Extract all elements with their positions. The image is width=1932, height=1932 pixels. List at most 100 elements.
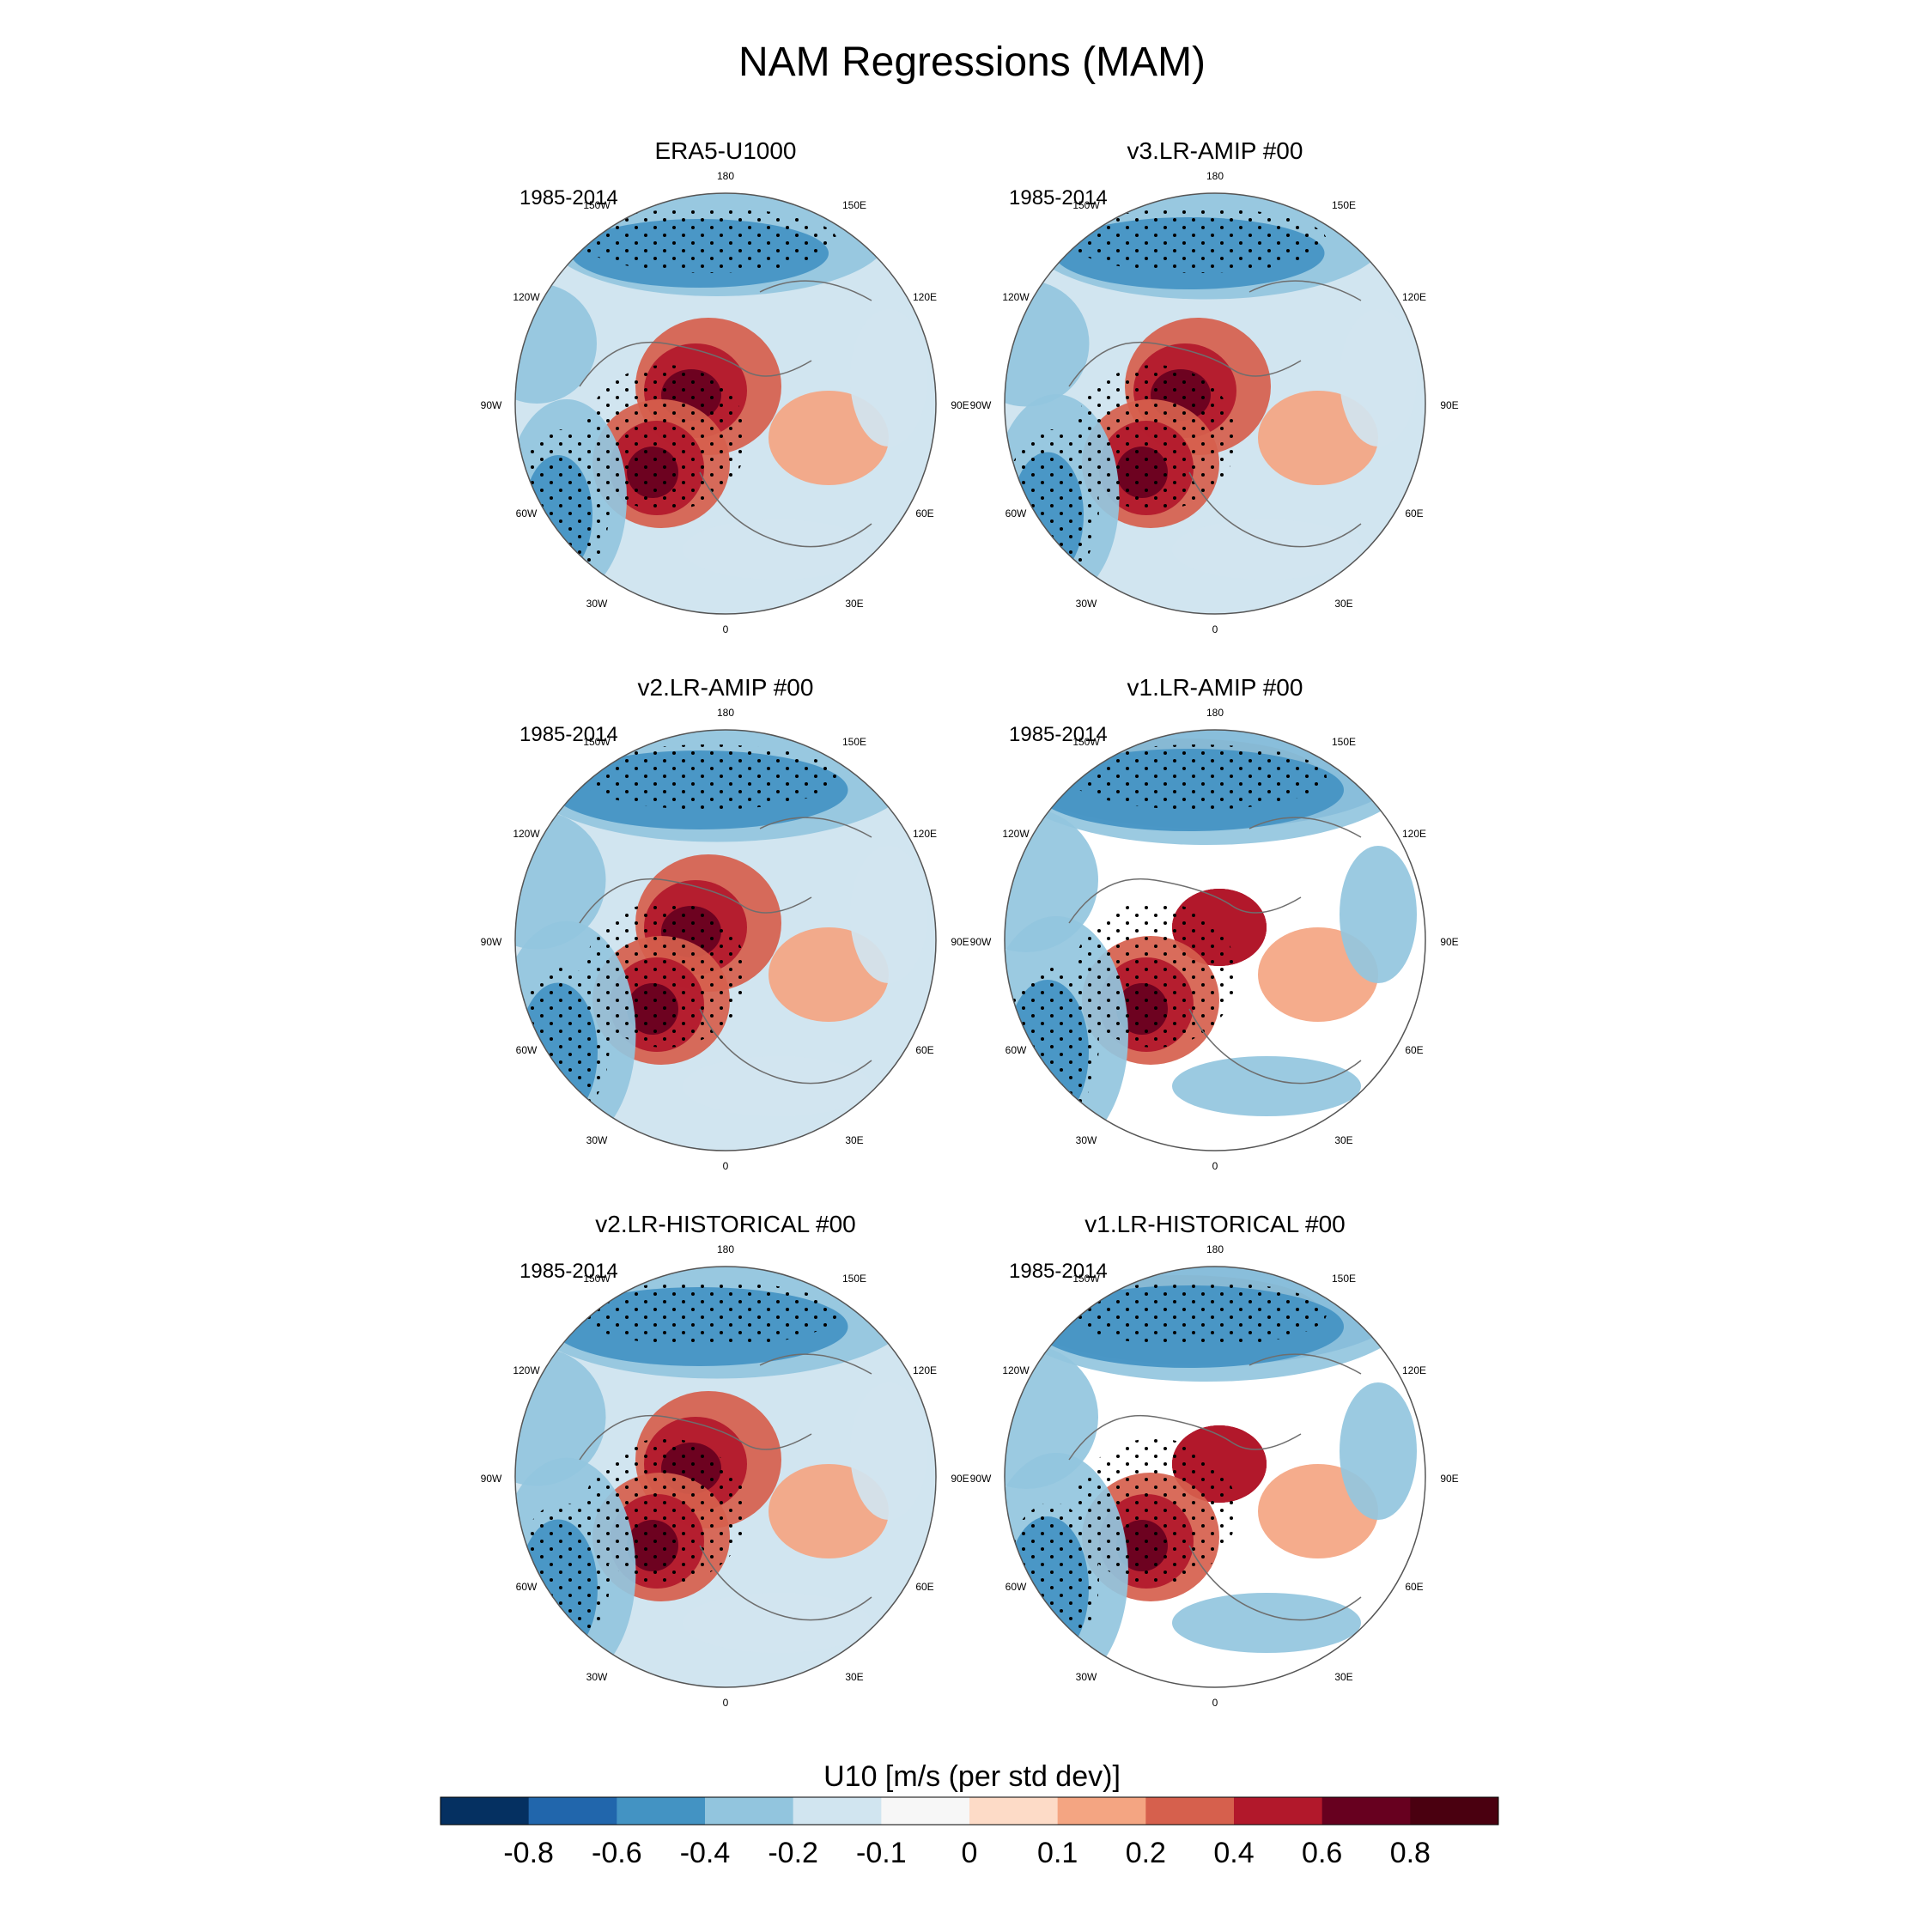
longitude-label: 0 [1212, 1697, 1218, 1709]
longitude-label: 120W [513, 828, 540, 840]
coastline [1068, 1353, 1362, 1621]
longitude-label: 150W [583, 1273, 611, 1285]
longitude-label: 150W [1072, 199, 1100, 211]
longitude-label: 30W [1076, 1671, 1097, 1683]
panel-title: v1.LR-HISTORICAL #00 [1084, 1211, 1345, 1237]
field-contours [1005, 1267, 1425, 1687]
longitude-label: 60E [915, 1044, 933, 1056]
significance-stipple [580, 744, 837, 810]
coastline [579, 817, 872, 1084]
map-panel: ERA5-U1000 1985-2014 180 0 150W 150E 120W 120E 9… [481, 137, 969, 635]
longitude-label: 30W [586, 1671, 608, 1683]
field-blob [515, 283, 597, 404]
longitude-label: 90E [1440, 936, 1458, 948]
field-blob [1005, 280, 1090, 407]
significance-stipple [1073, 902, 1236, 1048]
coastline [579, 1353, 872, 1621]
longitude-label: 120W [513, 1364, 540, 1376]
longitude-label: 30E [845, 1134, 863, 1146]
field-blob [683, 1593, 872, 1653]
map-boundary [514, 729, 937, 1151]
longitude-label: 60W [516, 1044, 538, 1056]
field-blob [1172, 519, 1361, 580]
colorbar-swatch [969, 1797, 1059, 1825]
longitude-label: 60E [1405, 507, 1423, 519]
field-blob [1005, 1345, 1098, 1489]
panel-period: 1985-2014 [519, 723, 618, 746]
colorbar-tick-label: 0.2 [1126, 1837, 1166, 1869]
field-contours [515, 193, 936, 614]
colorbar-frame [440, 1796, 1499, 1826]
significance-stipple [1073, 1438, 1236, 1584]
map-panel: v2.LR-HISTORICAL #00 1985-2014 180 0 150W 150… [481, 1211, 969, 1709]
longitude-label: 30E [1334, 1671, 1352, 1683]
colorbar-swatch [705, 1797, 794, 1825]
longitude-label: 60W [1005, 1044, 1027, 1056]
longitude-label: 30W [586, 598, 608, 610]
colorbar-swatch [1410, 1797, 1499, 1825]
colorbar-tick-label: -0.6 [592, 1837, 642, 1869]
longitude-label: 60E [1405, 1044, 1423, 1056]
longitude-label: 30E [1334, 598, 1352, 610]
longitude-label: 90E [1440, 399, 1458, 411]
longitude-label: 30E [845, 1671, 863, 1683]
longitude-label: 120E [1402, 1364, 1426, 1376]
panel-title: v2.LR-HISTORICAL #00 [595, 1211, 855, 1237]
field-contours [515, 730, 936, 1151]
map-boundary [514, 192, 937, 615]
field-contours [1005, 193, 1425, 614]
colorbar-swatch [617, 1797, 706, 1825]
colorbar-swatch [881, 1797, 970, 1825]
significance-stipple [1073, 365, 1236, 511]
longitude-label: 150E [842, 1273, 866, 1285]
colorbar-swatch [440, 1797, 530, 1825]
longitude-label: 120E [1402, 291, 1426, 303]
longitude-label: 60E [915, 1581, 933, 1593]
panel-period: 1985-2014 [1009, 723, 1108, 746]
colorbar-tick-label: 0.4 [1213, 1837, 1254, 1869]
panels: ERA5-U1000 1985-2014 180 0 150W 150E 120W 120E 9… [481, 137, 1459, 1709]
longitude-label: 0 [1212, 1160, 1218, 1172]
map-boundary [1004, 192, 1426, 615]
longitude-label: 90W [481, 936, 502, 948]
longitude-label: 90E [951, 1473, 969, 1485]
longitude-label: 90E [951, 936, 969, 948]
longitude-label: 120E [913, 291, 937, 303]
map-panel: v3.LR-AMIP #00 1985-2014 180 0 150W 150E 120W 1… [970, 137, 1459, 635]
longitude-label: 120E [913, 1364, 937, 1376]
panel-period: 1985-2014 [1009, 186, 1108, 210]
longitude-label: 90W [970, 1473, 992, 1485]
panel-title: v2.LR-AMIP #00 [638, 674, 814, 701]
panel-title: ERA5-U1000 [655, 137, 797, 164]
colorbar-tick-label: -0.2 [768, 1837, 818, 1869]
panel-period: 1985-2014 [519, 1260, 618, 1283]
significance-stipple [515, 429, 610, 584]
longitude-label: 90W [970, 399, 992, 411]
significance-stipple [1005, 1503, 1099, 1657]
longitude-label: 120E [1402, 828, 1426, 840]
field-blob [850, 1382, 927, 1520]
colorbar-tick-label: -0.1 [856, 1837, 907, 1869]
field-blob [850, 309, 927, 447]
colorbar-tick-label: -0.8 [503, 1837, 554, 1869]
longitude-label: 90W [481, 399, 502, 411]
field-blob [1172, 1056, 1361, 1116]
field-blob [515, 1347, 606, 1486]
longitude-label: 150E [1332, 1273, 1356, 1285]
longitude-label: 120W [513, 291, 540, 303]
longitude-label: 180 [1206, 170, 1224, 182]
longitude-label: 180 [717, 1243, 734, 1255]
longitude-label: 180 [717, 170, 734, 182]
significance-stipple [580, 1281, 837, 1346]
panel-period: 1985-2014 [519, 186, 618, 210]
longitude-label: 150E [1332, 736, 1356, 748]
colorbar-tick-label: 0 [962, 1837, 978, 1869]
longitude-label: 60W [1005, 1581, 1027, 1593]
map-boundary [1004, 729, 1426, 1151]
panel-title: v1.LR-AMIP #00 [1127, 674, 1303, 701]
significance-stipple [1005, 429, 1099, 584]
map-panel: v1.LR-HISTORICAL #00 1985-2014 180 0 150W 150… [970, 1211, 1459, 1709]
coastline [579, 280, 872, 548]
colorbar-title: U10 [m/s (per std dev)] [823, 1760, 1121, 1793]
